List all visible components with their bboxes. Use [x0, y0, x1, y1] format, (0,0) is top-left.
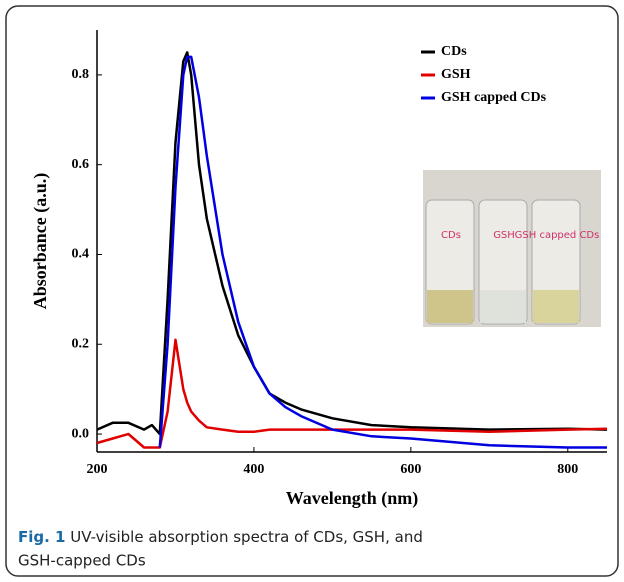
series-line [158, 55, 607, 449]
legend-label: GSH [441, 67, 471, 82]
liquid [427, 290, 473, 323]
liquid [480, 290, 526, 323]
x-tick-label: 200 [87, 462, 108, 477]
y-tick-label: 0.8 [72, 67, 90, 82]
y-tick-label: 0.0 [72, 426, 90, 441]
frame [5, 5, 619, 577]
inset-photo [423, 170, 601, 327]
legend-label: GSH capped CDs [441, 90, 547, 105]
x-tick-label: 400 [243, 462, 264, 477]
x-axis-label: Wavelength (nm) [286, 488, 419, 509]
y-tick-label: 0.6 [72, 157, 90, 172]
legend-label: CDs [441, 44, 467, 59]
x-tick-label: 600 [400, 462, 421, 477]
caption-text: UV-visible absorption spectra of CDs, GS… [70, 528, 423, 546]
caption-label: Fig. 1 [18, 528, 65, 546]
series-line [96, 338, 608, 449]
series-line [96, 51, 608, 436]
caption: Fig. 1 UV-visible absorption spectra of … [18, 528, 423, 546]
inset-label: GSH [493, 230, 515, 241]
inset-label: GSH capped CDs [515, 230, 600, 241]
y-tick-label: 0.2 [72, 336, 90, 351]
inset-label: CDs [441, 230, 461, 241]
caption-text: GSH-capped CDs [18, 552, 146, 570]
y-axis-label: Absorbance (a.u.) [30, 173, 51, 310]
liquid [533, 290, 579, 323]
y-tick-label: 0.4 [72, 247, 90, 262]
x-tick-label: 800 [557, 462, 578, 477]
